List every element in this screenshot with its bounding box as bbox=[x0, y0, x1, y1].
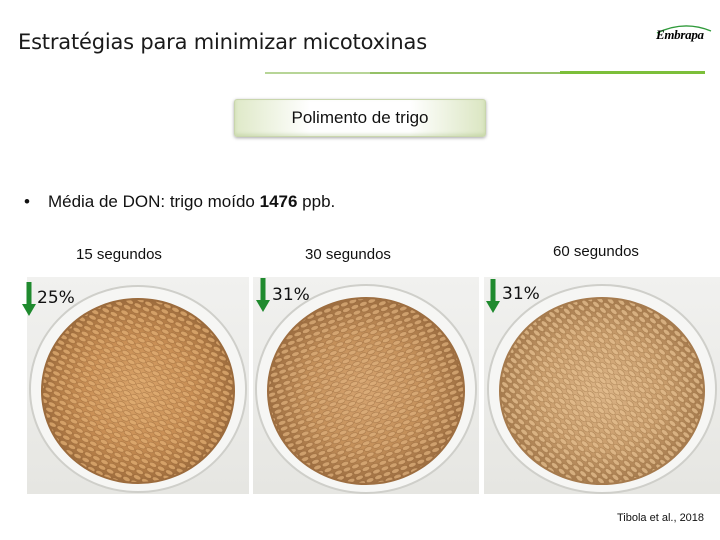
arrow-down-icon bbox=[22, 282, 36, 316]
embrapa-logo: Embrapa bbox=[655, 22, 713, 42]
time-label-30s: 30 segundos bbox=[305, 246, 391, 263]
title-divider-middle bbox=[370, 72, 560, 74]
reduction-value-15s: 25% bbox=[37, 288, 75, 308]
embrapa-logo-mark: Embrapa bbox=[655, 25, 712, 42]
section-button-polimento[interactable]: Polimento de trigo bbox=[234, 99, 486, 137]
wheat-sample-photo-30s bbox=[253, 277, 479, 494]
wheat-dish-illustration bbox=[255, 284, 477, 494]
arrow-down-icon bbox=[486, 279, 500, 313]
title-divider-left bbox=[265, 72, 370, 74]
reduction-value-30s: 31% bbox=[272, 285, 310, 305]
wheat-sample-photo-15s bbox=[27, 277, 249, 494]
logo-text: Embrapa bbox=[655, 27, 705, 42]
bullet-value: 1476 bbox=[259, 192, 298, 211]
wheat-dish-illustration bbox=[487, 284, 717, 494]
title-divider-right bbox=[560, 71, 705, 74]
bullet-unit: ppb. bbox=[297, 192, 336, 211]
reduction-value-60s: 31% bbox=[502, 284, 540, 304]
wheat-sample-photo-60s bbox=[484, 277, 720, 494]
citation: Tibola et al., 2018 bbox=[617, 512, 705, 524]
bullet-don-average: • Média de DON: trigo moído 1476 ppb. bbox=[24, 192, 335, 212]
bullet-text: Média de DON: trigo moído bbox=[47, 192, 260, 211]
time-label-15s: 15 segundos bbox=[76, 246, 162, 263]
bullet-marker: • bbox=[24, 192, 30, 211]
time-label-60s: 60 segundos bbox=[553, 243, 639, 260]
arrow-down-icon bbox=[256, 278, 270, 312]
wheat-dish-illustration bbox=[29, 285, 247, 493]
slide-title: Estratégias para minimizar micotoxinas bbox=[18, 30, 427, 54]
